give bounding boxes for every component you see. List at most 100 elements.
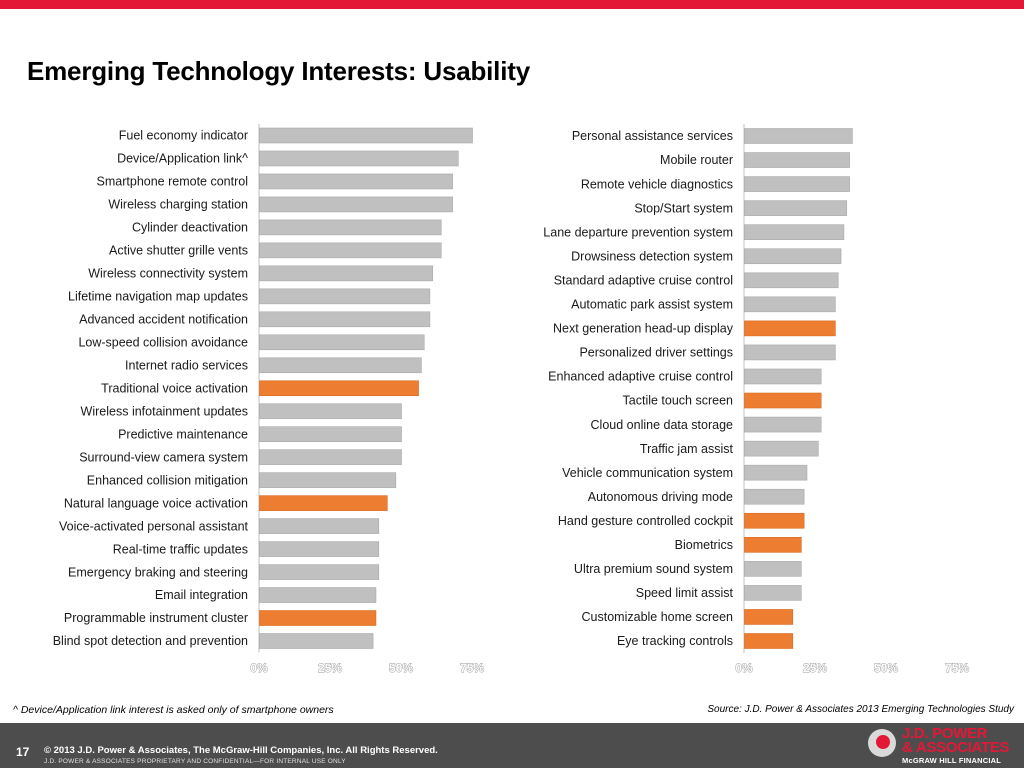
bar-1-23: [259, 633, 374, 649]
category-label: Advanced accident notification: [79, 313, 248, 327]
bar-2-19: [744, 561, 802, 577]
category-label: Voice-activated personal assistant: [59, 519, 249, 533]
category-label: Speed limit assist: [636, 586, 734, 600]
category-label: Next generation head-up display: [553, 322, 734, 336]
tick-label: 50%: [389, 661, 413, 675]
category-label: Enhanced adaptive cruise control: [548, 370, 733, 384]
tick-label: 25%: [803, 661, 827, 675]
chart-1: Fuel economy indicator Device/Application…: [53, 124, 485, 675]
bar-2-1: [744, 128, 853, 144]
bar-2-22: [744, 633, 794, 649]
category-label: Customizable home screen: [582, 610, 734, 624]
bar-2-15: [744, 464, 808, 481]
bar-2-18: [744, 537, 802, 553]
category-label: Real-time traffic updates: [113, 542, 248, 556]
category-label: Active shutter grille vents: [109, 244, 248, 258]
bar-1-18: [259, 518, 380, 534]
bar-charts: Fuel economy indicator Device/Application…: [53, 123, 970, 675]
bar-2-4: [744, 200, 848, 216]
category-label: Fuel economy indicator: [119, 129, 248, 143]
page-number: 17: [16, 745, 30, 759]
tick-label: 50%: [874, 661, 898, 675]
category-label: Wireless connectivity system: [88, 267, 248, 281]
category-label: Emergency braking and steering: [68, 565, 248, 579]
category-label: Automatic park assist system: [571, 298, 733, 312]
bar-1-7: [259, 265, 434, 282]
tick-label: 25%: [318, 661, 342, 675]
tick-label: 75%: [945, 661, 969, 675]
category-label: Biometrics: [675, 538, 733, 552]
logo-mark-icon: [868, 729, 896, 757]
category-label: Stop/Start system: [634, 201, 733, 215]
category-label: Eye tracking controls: [617, 634, 733, 648]
category-label: Internet radio services: [125, 358, 248, 372]
category-label: Lifetime navigation map updates: [68, 290, 248, 304]
tick-label: 0%: [250, 661, 268, 675]
category-label: Traditional voice activation: [101, 381, 248, 395]
bar-1-11: [259, 357, 422, 374]
category-label: Predictive maintenance: [118, 427, 248, 441]
bar-1-3: [259, 173, 453, 190]
category-label: Smartphone remote control: [97, 175, 248, 189]
footer-bar: 17 © 2013 J.D. Power & Associates, The M…: [0, 723, 1024, 768]
bar-2-14: [744, 440, 819, 457]
copyright-text: © 2013 J.D. Power & Associates, The McGr…: [44, 745, 438, 756]
bar-2-11: [744, 368, 822, 385]
slide-title: Emerging Technology Interests: Usability: [27, 56, 530, 86]
category-label: Programmable instrument cluster: [64, 611, 248, 625]
chart-2: Personal assistance services Mobile route…: [543, 123, 970, 675]
tick-label: 0%: [735, 661, 753, 675]
bar-2-6: [744, 248, 842, 265]
bar-2-2: [744, 152, 850, 168]
category-label: Lane departure prevention system: [543, 225, 733, 239]
logo-line-3: McGRAW HILL FINANCIAL: [902, 756, 1002, 765]
category-label: Device/Application link^: [117, 152, 248, 166]
confidential-text: J.D. POWER & ASSOCIATES PROPRIETARY AND …: [44, 758, 346, 765]
top-accent-bar: [0, 0, 1024, 9]
bar-1-14: [259, 426, 402, 443]
category-label: Low-speed collision avoidance: [78, 335, 248, 349]
bar-2-13: [744, 416, 822, 433]
category-label: Email integration: [155, 588, 248, 602]
category-label: Drowsiness detection system: [571, 249, 733, 263]
bar-1-21: [259, 587, 377, 603]
bar-1-8: [259, 288, 431, 305]
bar-1-2: [259, 150, 459, 167]
category-label: Natural language voice activation: [64, 496, 248, 510]
category-label: Personalized driver settings: [579, 346, 733, 360]
bar-1-17: [259, 495, 388, 511]
bar-1-12: [259, 380, 419, 397]
category-label: Tactile touch screen: [623, 394, 734, 408]
bar-2-10: [744, 344, 836, 361]
category-label: Enhanced collision mitigation: [87, 473, 248, 487]
category-label: Standard adaptive cruise control: [554, 273, 733, 287]
bar-1-4: [259, 196, 453, 213]
category-label: Wireless charging station: [108, 198, 248, 212]
bar-2-3: [744, 176, 850, 192]
bar-1-5: [259, 219, 442, 236]
category-label: Vehicle communication system: [562, 466, 733, 480]
bar-1-1: [259, 127, 473, 144]
category-label: Surround-view camera system: [79, 450, 248, 464]
bar-2-9: [744, 320, 836, 337]
category-label: Cloud online data storage: [591, 418, 734, 432]
jd-power-logo: J.D. POWER & ASSOCIATES McGRAW HILL FINA…: [868, 725, 1016, 767]
bar-2-7: [744, 272, 839, 289]
bar-2-20: [744, 585, 802, 601]
category-label: Cylinder deactivation: [132, 221, 248, 235]
bar-1-10: [259, 334, 425, 351]
bar-2-5: [744, 224, 845, 240]
bar-1-6: [259, 242, 442, 259]
category-label: Ultra premium sound system: [574, 562, 733, 576]
bar-2-16: [744, 488, 805, 505]
category-label: Wireless infotainment updates: [81, 404, 248, 418]
bar-2-17: [744, 512, 805, 529]
logo-line-2: & ASSOCIATES: [902, 739, 1010, 756]
logo-line-1: J.D. POWER: [902, 725, 988, 742]
bar-2-21: [744, 609, 794, 625]
category-label: Personal assistance services: [572, 129, 733, 143]
category-label: Blind spot detection and prevention: [53, 634, 248, 648]
bar-1-9: [259, 311, 431, 328]
tick-label: 75%: [460, 661, 484, 675]
category-label: Remote vehicle diagnostics: [581, 177, 733, 191]
